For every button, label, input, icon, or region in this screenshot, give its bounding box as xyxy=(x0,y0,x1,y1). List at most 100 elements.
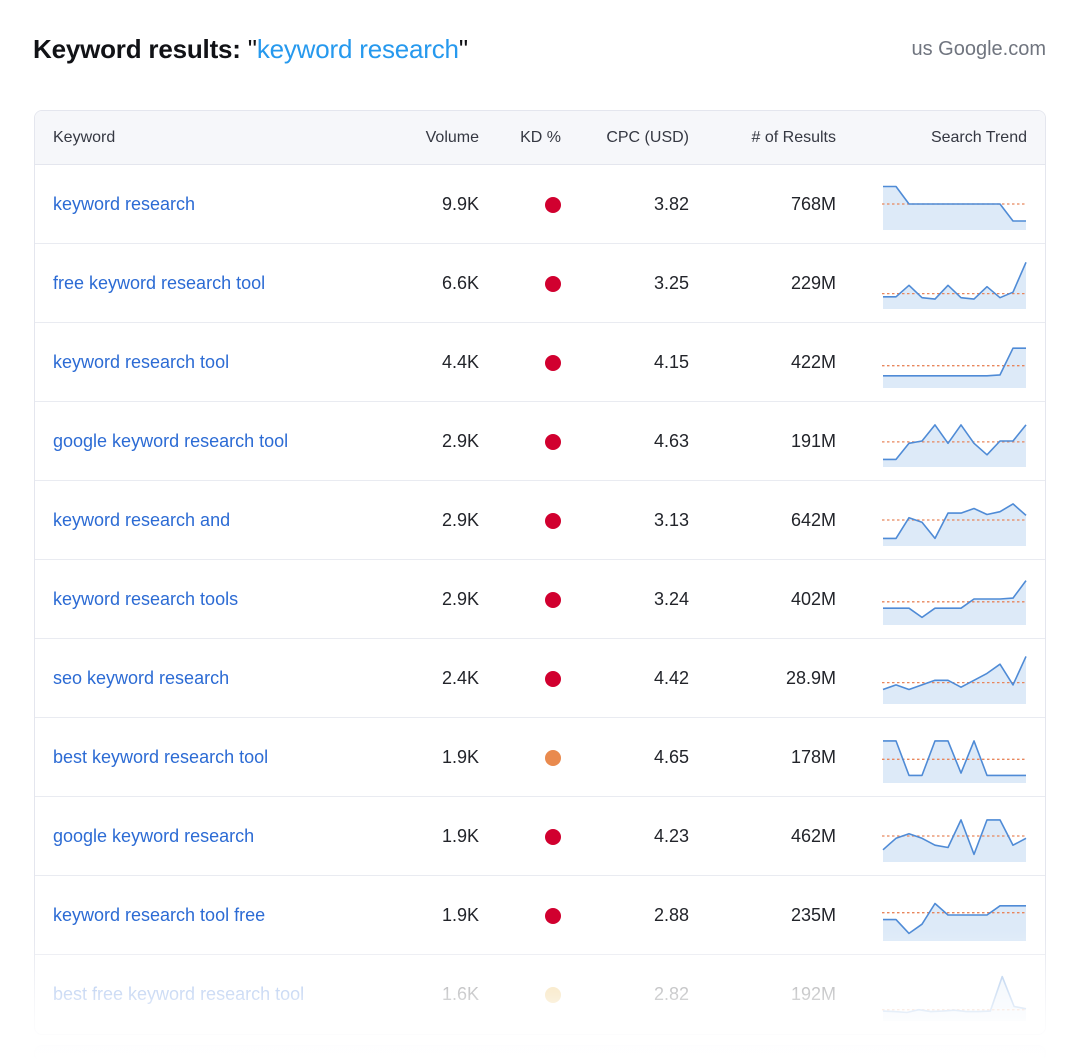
cpc-value: 3.82 xyxy=(653,193,689,214)
volume-value: 9.9K xyxy=(441,193,479,214)
keyword-cell: best keyword research tool xyxy=(53,747,379,768)
keyword-cell: keyword research tool free xyxy=(53,905,379,926)
search-trend-cell xyxy=(836,968,1027,1022)
volume-value: 2.9K xyxy=(441,430,479,451)
page-title: Keyword results: "keyword research" xyxy=(33,34,468,65)
trend-sparkline-svg xyxy=(882,503,1027,546)
keyword-link[interactable]: seo keyword research xyxy=(53,667,230,688)
kd-dot xyxy=(545,907,561,924)
search-trend-cell xyxy=(836,730,1027,784)
kd-dot xyxy=(545,987,561,1004)
results-value: 768M xyxy=(790,193,836,214)
table-row: free keyword research tool 6.6K 3.25 229M xyxy=(35,244,1045,323)
cpc-value: 4.63 xyxy=(653,430,689,451)
cpc-value: 3.24 xyxy=(653,588,689,609)
keyword-link[interactable]: google keyword research xyxy=(53,825,255,846)
query-open-quote: " xyxy=(247,34,257,64)
column-header-results: # of Results xyxy=(751,128,836,146)
query-text: keyword research xyxy=(256,34,459,64)
trend-sparkline-svg xyxy=(882,580,1027,625)
search-trend-cell xyxy=(836,809,1027,863)
kd-cell xyxy=(479,510,561,531)
kd-cell xyxy=(479,273,561,294)
table-row: keyword research tool 4.4K 4.15 422M xyxy=(35,323,1045,402)
keyword-cell: seo keyword research xyxy=(53,668,379,689)
cpc-value: 2.82 xyxy=(653,984,689,1004)
volume-value: 1.9K xyxy=(441,825,479,846)
table-row: google keyword research 1.9K 4.23 462M xyxy=(35,797,1045,876)
keyword-link[interactable]: free keyword research tool xyxy=(53,272,266,293)
trend-sparkline-svg xyxy=(882,740,1027,783)
trend-sparkline-svg xyxy=(882,902,1027,941)
results-value: 235M xyxy=(790,904,836,925)
cpc-value: 4.23 xyxy=(653,825,689,846)
cpc-value: 3.13 xyxy=(653,509,689,530)
cpc-value: 4.42 xyxy=(653,667,689,688)
keyword-link[interactable]: best free keyword research tool xyxy=(53,984,305,1004)
keyword-link[interactable]: keyword research and xyxy=(53,509,231,530)
volume-value: 1.9K xyxy=(441,746,479,767)
keyword-link[interactable]: keyword research tool xyxy=(53,351,230,372)
table-row: seo keyword research 2.4K 4.42 28.9M xyxy=(35,639,1045,718)
trend-sparkline-svg xyxy=(882,261,1027,309)
keyword-link[interactable]: keyword research tools xyxy=(53,588,239,609)
trend-sparkline-svg xyxy=(882,975,1027,1021)
database-label: us Google.com xyxy=(911,38,1046,60)
results-value: 462M xyxy=(790,825,836,846)
volume-value: 6.6K xyxy=(441,272,479,293)
search-trend-cell xyxy=(836,414,1027,468)
query-close-quote: " xyxy=(458,34,468,64)
volume-value: 2.9K xyxy=(441,588,479,609)
table-row: keyword research 9.9K 3.82 768M xyxy=(35,165,1045,244)
results-value: 402M xyxy=(790,588,836,609)
trend-sparkline-svg xyxy=(882,656,1027,704)
results-value: 191M xyxy=(790,430,836,451)
trend-sparkline-svg xyxy=(882,819,1027,862)
kd-dot xyxy=(545,591,561,608)
table-row: keyword research tools 2.9K 3.24 402M xyxy=(35,560,1045,639)
kd-cell xyxy=(479,826,561,847)
kd-cell xyxy=(479,194,561,215)
results-value: 192M xyxy=(790,984,836,1004)
column-header-search-trend: Search Trend xyxy=(930,128,1027,146)
kd-cell xyxy=(479,589,561,610)
search-trend-cell xyxy=(836,256,1027,310)
trend-sparkline-svg xyxy=(882,185,1027,230)
keyword-link[interactable]: keyword research xyxy=(53,193,196,214)
keyword-cell: google keyword research tool xyxy=(53,431,379,452)
search-trend-cell xyxy=(836,651,1027,705)
keyword-cell: best free keyword research tool xyxy=(53,984,379,1005)
keyword-link[interactable]: google keyword research tool xyxy=(53,430,289,451)
keyword-cell: keyword research xyxy=(53,194,379,215)
kd-dot xyxy=(545,275,561,292)
results-value: 178M xyxy=(790,746,836,767)
kd-cell xyxy=(479,352,561,373)
cpc-value: 4.65 xyxy=(653,746,689,767)
keyword-link[interactable]: keyword research tool free xyxy=(53,904,266,925)
search-trend-cell xyxy=(836,177,1027,231)
keyword-cell: keyword research and xyxy=(53,510,379,531)
table-row: keyword research tool free 1.9K 2.88 235M xyxy=(35,876,1045,955)
column-header-volume: Volume xyxy=(425,128,479,146)
kd-dot xyxy=(545,196,561,213)
kd-cell xyxy=(479,747,561,768)
column-header-kd: KD % xyxy=(520,128,561,146)
keyword-cell: free keyword research tool xyxy=(53,273,379,294)
kd-dot xyxy=(545,828,561,845)
kd-cell xyxy=(479,431,561,452)
next-section-sliver xyxy=(34,1045,1046,1062)
table-row: best free keyword research tool 1.6K 2.82 1… xyxy=(35,955,1045,1034)
kd-dot xyxy=(545,512,561,529)
column-header-keyword: Keyword xyxy=(53,128,116,146)
results-value: 28.9M xyxy=(785,667,836,688)
volume-value: 1.9K xyxy=(441,904,479,925)
cpc-value: 3.25 xyxy=(653,272,689,293)
volume-value: 4.4K xyxy=(441,351,479,372)
keyword-results-table: Keyword Volume KD % CPC (USD) # of Resul… xyxy=(34,110,1046,1035)
cpc-value: 2.88 xyxy=(653,904,689,925)
results-value: 642M xyxy=(790,509,836,530)
results-value: 229M xyxy=(790,272,836,293)
volume-value: 1.6K xyxy=(441,984,479,1004)
table-row: keyword research and 2.9K 3.13 642M xyxy=(35,481,1045,560)
keyword-link[interactable]: best keyword research tool xyxy=(53,746,269,767)
